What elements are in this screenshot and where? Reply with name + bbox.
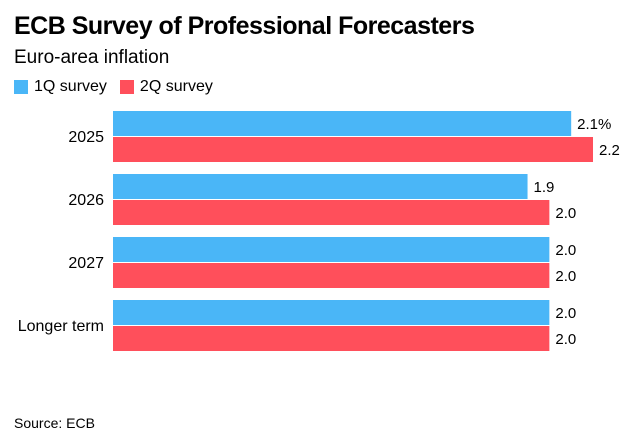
bar-2q	[113, 200, 550, 225]
data-label-1q: 2.0	[555, 242, 576, 259]
legend-item-2q: 2Q survey	[119, 78, 213, 96]
legend-label-2q: 2Q survey	[139, 78, 213, 95]
data-label-2q: 2.0	[555, 268, 576, 285]
bar-1q	[113, 111, 572, 136]
data-label-2q: 2.0	[555, 205, 576, 222]
bar-1q	[113, 174, 528, 199]
data-label-1q: 2.0	[555, 305, 576, 322]
chart-legend: 1Q survey 2Q survey	[14, 78, 226, 96]
legend-swatch-1q	[14, 80, 28, 94]
legend-swatch-2q	[119, 80, 134, 94]
legend-item-1q: 1Q survey	[14, 78, 107, 96]
data-label-2q: 2.0	[555, 331, 576, 348]
bar-2q	[113, 263, 550, 288]
chart-subtitle: Euro-area inflation	[14, 47, 170, 68]
chart-title: ECB Survey of Professional Forecasters	[14, 12, 475, 40]
source-note: Source: ECB	[14, 415, 95, 431]
bar-2q	[113, 326, 550, 351]
bar-1q	[113, 237, 550, 262]
data-label-2q: 2.2	[599, 142, 620, 159]
category-label: 2026	[68, 192, 104, 209]
category-label: 2025	[68, 129, 104, 146]
data-label-1q: 2.1%	[577, 116, 611, 133]
category-label: 2027	[68, 255, 104, 272]
data-label-1q: 1.9	[534, 179, 555, 196]
bar-2q	[113, 137, 593, 162]
category-label: Longer term	[18, 318, 104, 335]
legend-label-1q: 1Q survey	[34, 78, 107, 95]
bar-1q	[113, 300, 550, 325]
